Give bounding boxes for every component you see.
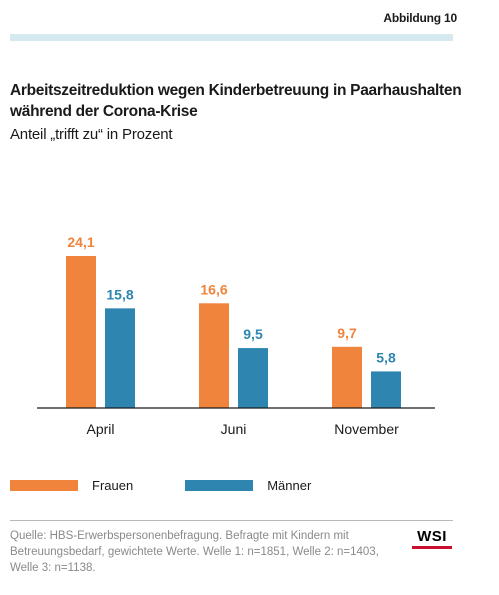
bar-maenner-juni — [238, 348, 268, 408]
wsi-logo-text: WSI — [417, 528, 447, 545]
chart-title: Arbeitszeitreduktion wegen Kinderbetreuu… — [10, 82, 462, 120]
wsi-logo-underline — [412, 546, 452, 549]
data-label-maenner-november: 5,8 — [376, 349, 396, 365]
legend-item-maenner: Männer — [185, 478, 311, 493]
bar-frauen-november — [332, 346, 362, 408]
bar-maenner-april — [105, 308, 135, 408]
x-tick-label-juni: Juni — [221, 421, 247, 437]
legend: Frauen Männer — [10, 478, 363, 493]
legend-swatch-maenner — [185, 480, 254, 491]
data-label-frauen-april: 24,1 — [67, 234, 94, 250]
chart-subtitle: Anteil „trifft zu“ in Prozent — [10, 126, 173, 143]
wsi-logo: WSI — [412, 529, 452, 549]
x-tick-label-november: November — [334, 421, 399, 437]
legend-label-frauen: Frauen — [92, 478, 134, 493]
figure-label: Abbildung 10 — [383, 11, 457, 25]
data-label-maenner-juni: 9,5 — [243, 326, 263, 342]
legend-label-maenner: Männer — [267, 478, 312, 493]
data-label-frauen-november: 9,7 — [337, 325, 357, 341]
header-accent-bar — [10, 34, 453, 41]
bar-frauen-juni — [199, 303, 229, 408]
bar-frauen-april — [66, 256, 96, 408]
footer-divider — [10, 520, 453, 521]
x-tick-label-april: April — [86, 421, 114, 437]
legend-item-frauen: Frauen — [10, 478, 133, 493]
data-label-maenner-april: 15,8 — [106, 286, 133, 302]
source-note: Quelle: HBS-Erwerbspersonenbefragung. Be… — [10, 530, 379, 574]
bar-maenner-november — [371, 371, 401, 408]
data-label-frauen-juni: 16,6 — [200, 281, 227, 297]
bar-chart: 24,1 15,8 April 16,6 9,5 Juni 9,7 5,8 November — [37, 234, 435, 437]
legend-swatch-frauen — [10, 480, 78, 491]
